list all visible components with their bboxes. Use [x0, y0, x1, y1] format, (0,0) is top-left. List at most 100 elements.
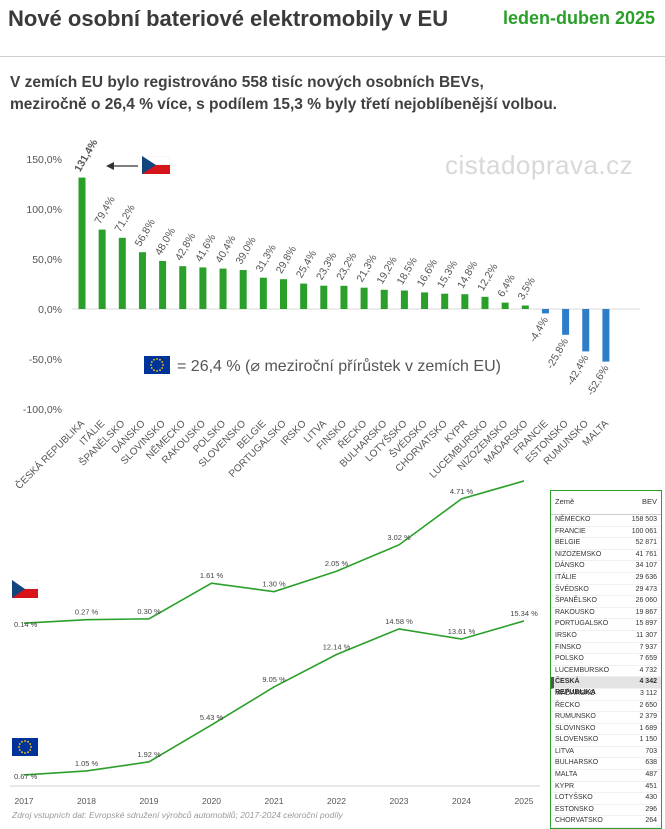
- table-cell-bev: 19 867: [635, 608, 657, 616]
- table-cell-country: ESTONSKO: [555, 805, 594, 813]
- table-cell-bev: 34 107: [635, 562, 657, 570]
- eu-series-point-label: 1.05 %: [75, 759, 99, 768]
- bar-value-label: 131,4%: [72, 137, 101, 174]
- czech-series-point-label: 4.71 %: [450, 487, 474, 496]
- bar: [521, 305, 529, 309]
- table-row: NĚMECKO 158 503: [551, 515, 661, 527]
- bar-value-label: 6,4%: [495, 272, 517, 299]
- bar: [259, 277, 267, 309]
- eu-series-point-label: 5.43 %: [200, 713, 224, 722]
- czech-series-point-label: 0.14 %: [14, 620, 38, 629]
- table-row: LOTYŠSKO 430: [551, 793, 661, 805]
- bev-table: Země BEV NĚMECKO 158 503 FRANCIE 100 061 BEL…: [550, 490, 662, 829]
- bar-chart: -100,0% -50,0% 0,0% 50,0% 100,0% 150,0% 131,4%…: [12, 137, 640, 492]
- table-cell-bev: 1 689: [639, 724, 657, 732]
- table-cell-country: MALTA: [555, 771, 578, 779]
- czech-series-point-label: 3.02 %: [387, 533, 411, 542]
- table-cell-country: RAKOUSKO: [555, 608, 595, 616]
- x-tick-label: 2019: [140, 796, 159, 806]
- table-cell-country: SLOVENSKO: [555, 736, 599, 744]
- table-cell-bev: 29 636: [635, 573, 657, 581]
- table-cell-bev: 7 937: [639, 643, 657, 651]
- x-tick-label: 2025: [515, 796, 534, 806]
- x-tick-label: 2018: [77, 796, 96, 806]
- table-header: Země BEV: [551, 491, 661, 515]
- table-cell-country: IRSKO: [555, 631, 577, 639]
- table-cell-country: LUCEMBURSKO: [555, 666, 610, 674]
- table-cell-bev: 11 307: [636, 631, 657, 639]
- bar: [582, 309, 590, 352]
- table-cell-bev: 487: [645, 771, 657, 779]
- table-row: NIZOZEMSKO 41 761: [551, 550, 661, 562]
- table-cell-bev: 296: [645, 805, 657, 813]
- bar: [400, 290, 408, 309]
- table-cell-bev: 1 150: [639, 736, 657, 744]
- table-cell-bev: 2 379: [639, 713, 657, 721]
- y-tick-label: 50,0%: [32, 254, 62, 266]
- x-tick-label: 2022: [327, 796, 346, 806]
- table-cell-country: ČESKÁ REPUBLIKA: [555, 678, 596, 696]
- eu-series-point-label: 0.67 %: [14, 772, 38, 781]
- czech-flag-icon: [11, 579, 39, 603]
- table-cell-bev: 52 871: [635, 539, 657, 547]
- table-cell-country: CHORVATSKO: [555, 817, 603, 825]
- bar: [159, 261, 167, 309]
- x-tick-label: 2017: [15, 796, 34, 806]
- table-cell-country: BELGIE: [555, 539, 581, 547]
- bar: [78, 177, 86, 309]
- table-cell-bev: 41 761: [635, 550, 657, 558]
- table-row: MAĎARSKO 3 112: [551, 689, 661, 701]
- table-cell-country: ŠVÉDSKO: [555, 585, 589, 593]
- table-row: IRSKO 11 307: [551, 631, 661, 643]
- bar: [461, 294, 469, 309]
- table-cell-country: NIZOZEMSKO: [555, 550, 602, 558]
- bar: [541, 309, 549, 314]
- table-cell-bev: 7 659: [639, 655, 657, 663]
- czech-series-line: [23, 480, 525, 624]
- table-row: ŘECKO 2 650: [551, 701, 661, 713]
- eu-flag-icon: [144, 356, 170, 379]
- table-row: SLOVENSKO 1 150: [551, 735, 661, 747]
- line-chart: 0.14 % 0.27 % 0.30 % 1.61 % 1.30 % 2.05 % 3.02…: [10, 480, 540, 806]
- eu-series-point-label: 14.58 %: [385, 617, 413, 626]
- bar: [562, 309, 570, 335]
- czech-series-point-label: 2.05 %: [325, 559, 349, 568]
- bar: [300, 283, 308, 309]
- subtitle: V zemích EU bylo registrováno 558 tisíc …: [10, 72, 655, 116]
- y-tick-label: 100,0%: [26, 204, 62, 216]
- eu-series-line: [23, 620, 525, 776]
- table-cell-country: ITÁLIE: [555, 573, 577, 581]
- table-row: FRANCIE 100 061: [551, 527, 661, 539]
- y-tick-label: -50,0%: [29, 354, 62, 366]
- table-cell-bev: 264: [645, 817, 657, 825]
- arrow-head: [106, 162, 114, 170]
- source-note: Zdroj vstupních dat: Evropské sdružení v…: [12, 810, 343, 820]
- table-row: RUMUNSKO 2 379: [551, 712, 661, 724]
- table-row: ITÁLIE 29 636: [551, 573, 661, 585]
- czech-series-point-label: 0.27 %: [75, 608, 99, 617]
- bar: [320, 285, 328, 309]
- czech-series-point-label: 1.61 %: [200, 571, 224, 580]
- table-cell-country: LITVA: [555, 747, 574, 755]
- bar: [360, 287, 368, 309]
- x-tick-label: 2021: [265, 796, 284, 806]
- bar: [280, 279, 287, 309]
- period-label: leden-duben 2025: [502, 8, 655, 28]
- table-cell-bev: 15 897: [635, 620, 657, 628]
- bar-value-label: 3,5%: [516, 275, 538, 302]
- eu-series-point-label: 13.61 %: [448, 627, 476, 636]
- table-cell-country: FRANCIE: [555, 527, 586, 535]
- table-cell-bev: 3 112: [640, 689, 657, 697]
- bar: [380, 289, 388, 309]
- y-tick-label: -100,0%: [23, 404, 62, 416]
- table-row: ŠPANĚLSKO 26 060: [551, 596, 661, 608]
- bar: [118, 237, 126, 309]
- table-cell-country: SLOVINSKO: [555, 724, 596, 732]
- subtitle-line-2: meziročně o 26,4 % více, s podílem 15,3 …: [10, 96, 557, 113]
- eu-series-point-label: 12.14 %: [323, 643, 351, 652]
- table-cell-bev: 430: [645, 794, 657, 802]
- bar-value-label: -4,4%: [527, 315, 551, 345]
- subtitle-line-1: V zemích EU bylo registrováno 558 tisíc …: [10, 74, 484, 91]
- table-cell-bev: 29 473: [635, 585, 657, 593]
- table-cell-country: POLSKO: [555, 655, 584, 663]
